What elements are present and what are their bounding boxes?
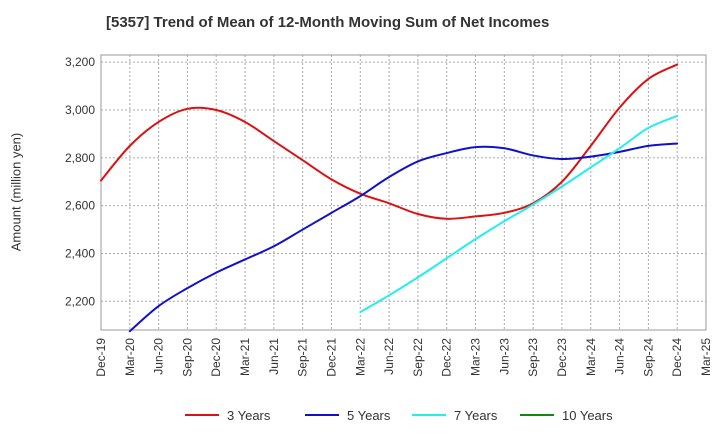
x-tick-label: Jun-20 bbox=[152, 338, 166, 375]
y-tick-layer: 2,200 2,400 2,600 2,800 3,000 3,200 bbox=[65, 55, 95, 308]
legend-label: 3 Years bbox=[227, 407, 271, 423]
y-tick-label: 3,000 bbox=[65, 103, 95, 117]
legend-item-7-years: 7 Years bbox=[412, 405, 497, 425]
x-tick-label: Mar-22 bbox=[353, 338, 367, 376]
legend-swatch bbox=[185, 414, 219, 416]
grid-layer bbox=[101, 55, 706, 330]
x-tick-label: Jun-21 bbox=[267, 338, 281, 375]
y-tick-label: 2,400 bbox=[65, 246, 95, 260]
x-tick-label: Dec-20 bbox=[209, 338, 223, 377]
legend-label: 7 Years bbox=[454, 407, 498, 423]
plot-frame bbox=[100, 54, 707, 331]
x-tick-label: Jun-24 bbox=[613, 338, 627, 375]
x-tick-label: Dec-21 bbox=[324, 338, 338, 377]
x-tick-label: Sep-21 bbox=[296, 338, 310, 377]
x-tick-label: Sep-23 bbox=[526, 338, 540, 377]
legend-swatch bbox=[412, 414, 446, 416]
y-tick-label: 2,200 bbox=[65, 294, 95, 308]
x-tick-label: Jun-22 bbox=[382, 338, 396, 375]
x-tick-label: Dec-24 bbox=[670, 338, 684, 377]
x-tick-label: Jun-23 bbox=[497, 338, 511, 375]
series-line-5-years bbox=[128, 142, 679, 333]
x-tick-label: Mar-24 bbox=[584, 338, 598, 376]
legend-label: 10 Years bbox=[562, 407, 613, 423]
x-tick-label: Sep-20 bbox=[180, 338, 194, 377]
legend-swatch bbox=[520, 414, 554, 416]
x-tick-label: Sep-24 bbox=[641, 338, 655, 377]
y-tick-label: 2,800 bbox=[65, 151, 95, 165]
legend-item-10-years: 10 Years bbox=[520, 405, 613, 425]
legend-item-5-years: 5 Years bbox=[305, 405, 390, 425]
legend: 3 Years 5 Years 7 Years 10 Years bbox=[0, 405, 720, 425]
x-tick-label: Dec-23 bbox=[555, 338, 569, 377]
chart-title: [5357] Trend of Mean of 12-Month Moving … bbox=[106, 14, 550, 31]
x-tick-label: Mar-23 bbox=[469, 338, 483, 376]
series-line-7-years bbox=[359, 114, 679, 314]
x-tick-label: Dec-22 bbox=[440, 338, 454, 377]
y-tick-label: 3,200 bbox=[65, 55, 95, 69]
chart-canvas: 2,200 2,400 2,600 2,800 3,000 3,200 Dec-19 Mar… bbox=[65, 54, 713, 377]
x-tick-layer: Dec-19 Mar-20 Jun-20 Sep-20 Dec-20 Mar-21 Jun-… bbox=[94, 338, 713, 377]
x-tick-label: Mar-21 bbox=[238, 338, 252, 376]
x-tick-label: Mar-25 bbox=[699, 338, 713, 376]
x-tick-label: Dec-19 bbox=[94, 338, 108, 377]
x-tick-label: Mar-20 bbox=[123, 338, 137, 376]
series-layer bbox=[100, 63, 679, 333]
legend-swatch bbox=[305, 414, 339, 416]
legend-item-3-years: 3 Years bbox=[185, 405, 270, 425]
legend-label: 5 Years bbox=[347, 407, 391, 423]
x-tick-label: Sep-22 bbox=[411, 338, 425, 377]
y-tick-label: 2,600 bbox=[65, 199, 95, 213]
